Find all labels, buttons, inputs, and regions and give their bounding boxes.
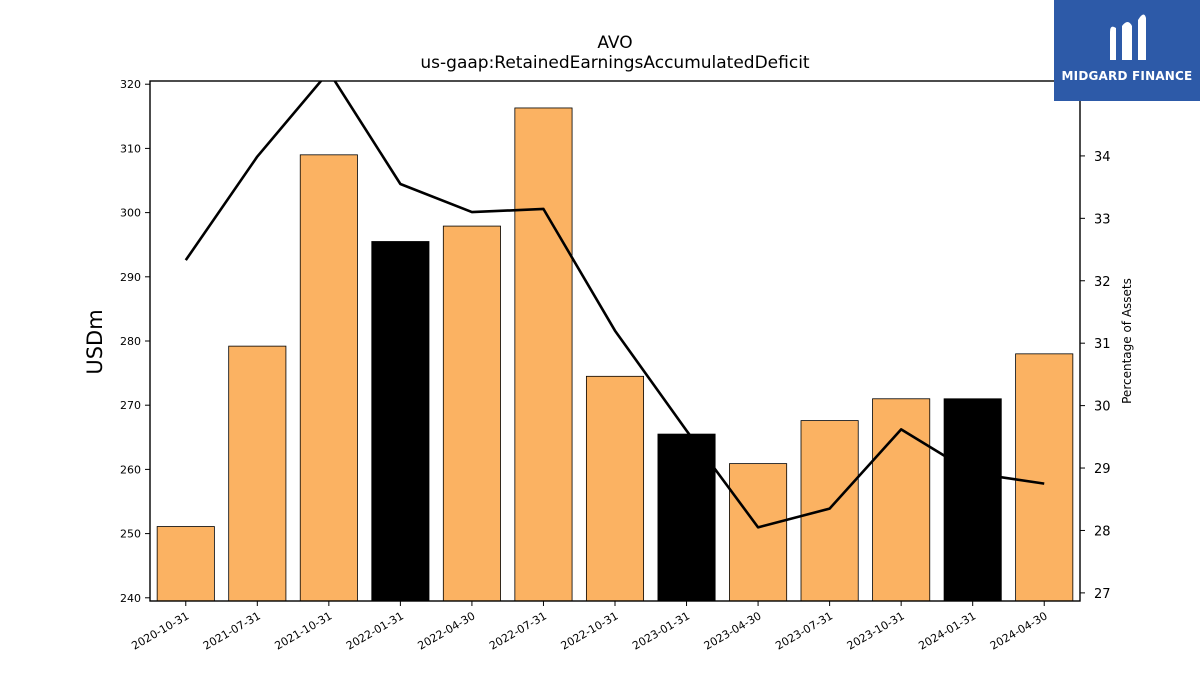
y-tick-label-290: 290 [120,271,141,284]
x-tick-label-2021-10-31: 2021-10-31 [272,609,334,652]
x-tick-label-2024-01-31: 2024-01-31 [916,609,978,652]
y2-tick-label-29: 29 [1094,462,1111,477]
x-tick-label-2024-04-30: 2024-04-30 [988,609,1050,652]
x-tick-label-2022-07-31: 2022-07-31 [487,609,549,652]
bar-2022-04-30 [442,225,501,602]
bar-2024-04-30 [1015,353,1074,602]
logo-mark-icon [1110,14,1146,61]
y-tick-label-300: 300 [120,207,141,220]
bar-2023-10-31 [872,398,931,602]
y-axis-label: USDm [83,309,107,374]
y2-tick-label-31: 31 [1094,337,1111,352]
logo: MIDGARD FINANCE [1054,0,1200,101]
line-layer [184,81,1045,529]
logo-text: MIDGARD FINANCE [1061,69,1193,83]
bars-layer [156,107,1074,602]
bar-2023-01-31 [657,433,716,602]
chart-subtitle: us-gaap:RetainedEarningsAccumulatedDefic… [420,53,810,73]
y2-tick-label-28: 28 [1094,524,1111,539]
bar-2022-01-31 [371,241,430,602]
y2-tick-label-27: 27 [1094,587,1111,602]
bar-2023-07-31 [800,420,859,602]
bar-2023-04-30 [729,463,788,602]
x-tick-label-2022-10-31: 2022-10-31 [559,609,621,652]
bar-2024-01-31 [943,398,1002,602]
y2-axis-label: Percentage of Assets [1120,278,1134,404]
y-tick-label-270: 270 [120,399,141,412]
x-tick-label-2020-10-31: 2020-10-31 [129,609,191,652]
bar-2021-07-31 [228,345,287,602]
y-tick-label-280: 280 [120,335,141,348]
x-tick-label-2023-01-31: 2023-01-31 [630,609,692,652]
x-tick-label-2022-01-31: 2022-01-31 [344,609,406,652]
y2-tick-label-32: 32 [1094,275,1111,290]
x-tick-label-2023-07-31: 2023-07-31 [773,609,835,652]
y-tick-label-310: 310 [120,142,141,155]
y-tick-label-260: 260 [120,463,141,476]
bar-2022-10-31 [585,375,645,602]
bar-2022-07-31 [514,107,573,602]
y-tick-label-320: 320 [120,78,141,91]
bar-2021-10-31 [299,154,358,602]
x-tick-label-2023-10-31: 2023-10-31 [845,609,907,652]
chart-title: AVO [597,33,633,53]
line-series-percentage-of-assets [184,81,1045,529]
x-tick-label-2021-07-31: 2021-07-31 [201,609,263,652]
bar-2020-10-31 [156,526,215,602]
y2-tick-label-34: 34 [1094,150,1111,165]
x-tick-label-2022-04-30: 2022-04-30 [416,609,478,652]
x-tick-label-2023-04-30: 2023-04-30 [702,609,764,652]
y-tick-label-250: 250 [120,528,141,541]
y-tick-label-240: 240 [120,592,141,605]
y2-tick-label-30: 30 [1094,400,1111,415]
y2-tick-label-33: 33 [1094,212,1111,227]
